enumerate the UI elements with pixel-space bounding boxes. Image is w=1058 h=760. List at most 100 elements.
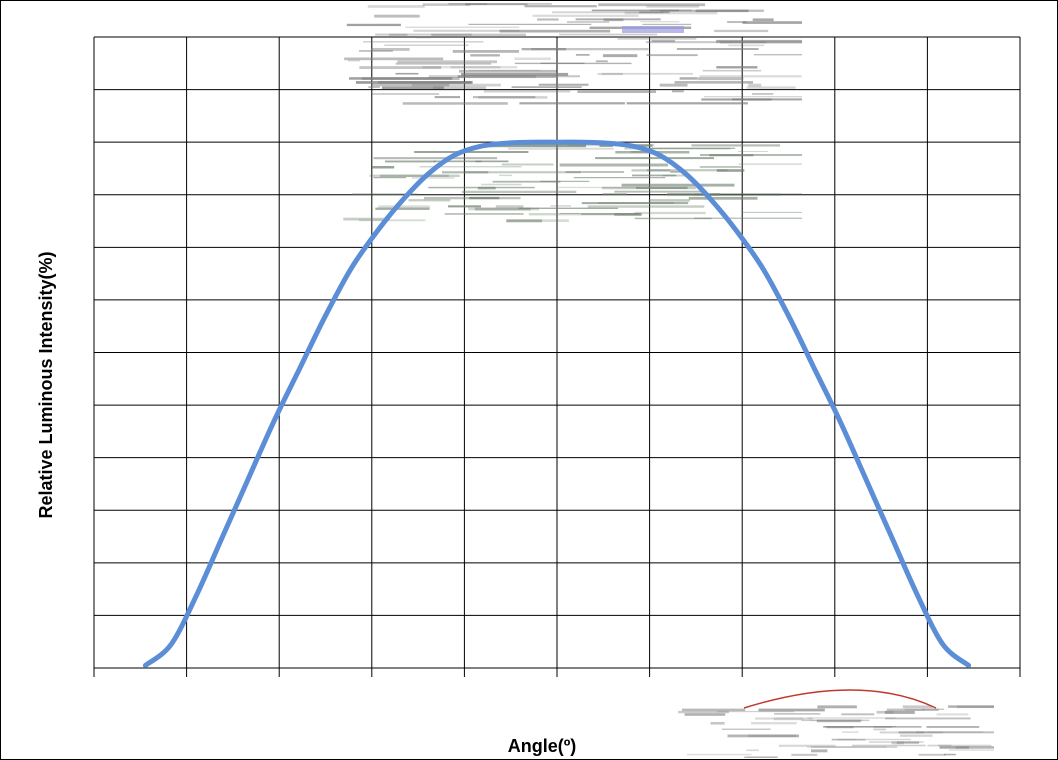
artifact-streak bbox=[645, 41, 767, 44]
artifact-streak bbox=[622, 26, 684, 33]
artifact-streak bbox=[670, 171, 684, 173]
artifact-streak bbox=[742, 21, 802, 24]
artifact-streak bbox=[639, 11, 670, 14]
artifact-streak bbox=[514, 57, 551, 60]
artifact-streak bbox=[687, 753, 752, 756]
artifact-streak bbox=[852, 744, 926, 747]
artifact-streak bbox=[727, 21, 747, 23]
artifact-streak bbox=[636, 186, 688, 189]
artifact-streak bbox=[806, 746, 887, 748]
artifact-streak bbox=[478, 96, 548, 99]
artifact-streak bbox=[642, 23, 692, 26]
artifact-streak bbox=[695, 9, 749, 13]
artifact-streak bbox=[372, 166, 395, 169]
artifact-streak bbox=[601, 72, 693, 75]
artifact-streak bbox=[728, 44, 765, 47]
artifact-streak bbox=[442, 171, 489, 174]
artifact-streak bbox=[559, 213, 581, 214]
artifact-streak bbox=[676, 48, 759, 50]
artifact-streak bbox=[531, 48, 649, 51]
artifact-streak bbox=[936, 713, 969, 716]
artifact-streak bbox=[602, 193, 628, 196]
artifact-streak bbox=[538, 83, 589, 86]
artifact-streak bbox=[492, 180, 561, 183]
artifact-streak bbox=[469, 69, 541, 71]
artifact-streak bbox=[597, 72, 623, 76]
artifact-streak bbox=[922, 708, 945, 710]
artifact-streak bbox=[721, 728, 771, 730]
artifact-streak bbox=[674, 81, 753, 84]
artifact-streak bbox=[634, 217, 712, 220]
artifact-streak bbox=[837, 738, 911, 741]
artifact-streak bbox=[651, 39, 676, 43]
artifact-streak bbox=[448, 205, 481, 208]
artifact-streak bbox=[359, 66, 442, 69]
artifact-streak bbox=[841, 713, 875, 716]
artifact-streak bbox=[702, 69, 762, 72]
artifact-streak bbox=[632, 174, 677, 177]
artifact-streak bbox=[348, 60, 360, 62]
artifact-streak bbox=[415, 36, 431, 39]
artifact-streak bbox=[378, 81, 473, 84]
artifact-streak bbox=[598, 202, 674, 204]
artifact-streak bbox=[873, 726, 922, 728]
artifact-streak bbox=[359, 50, 393, 52]
artifact-streak bbox=[746, 749, 759, 752]
artifact-streak bbox=[552, 11, 664, 14]
artifact-streak bbox=[378, 205, 430, 208]
artifact-streak bbox=[367, 5, 425, 8]
artifact-streak bbox=[916, 731, 994, 734]
artifact-streak bbox=[927, 744, 992, 747]
artifact-streak bbox=[402, 102, 508, 105]
artifact-streak bbox=[891, 741, 904, 745]
artifact-streak bbox=[411, 177, 455, 179]
artifact-streak bbox=[753, 54, 802, 56]
artifact-streak bbox=[714, 29, 769, 33]
artifact-streak bbox=[902, 705, 933, 709]
artifact-streak bbox=[831, 738, 866, 741]
artifact-streak bbox=[691, 144, 781, 147]
artifact-streak bbox=[869, 741, 924, 743]
artifact-streak bbox=[373, 157, 498, 160]
artifact-streak bbox=[575, 18, 661, 21]
artifact-streak bbox=[598, 3, 706, 7]
artifact-streak bbox=[631, 169, 671, 172]
artifact-streak bbox=[499, 174, 512, 177]
artifact-streak bbox=[681, 708, 746, 712]
artifact-streak bbox=[506, 219, 569, 222]
artifact-streak bbox=[747, 756, 777, 758]
artifact-streak bbox=[703, 96, 802, 98]
artifact-streak bbox=[939, 746, 969, 749]
artifact-streak bbox=[884, 710, 915, 714]
artifact-streak bbox=[461, 72, 569, 76]
artifact-streak bbox=[483, 90, 571, 93]
artifact-streak bbox=[411, 83, 501, 87]
artifact-streak bbox=[385, 160, 436, 163]
artifact-streak bbox=[388, 33, 408, 36]
artifact-streak bbox=[397, 60, 497, 64]
artifact-streak bbox=[672, 90, 684, 93]
artifact-streak bbox=[419, 166, 522, 168]
artifact-streak bbox=[481, 183, 522, 186]
artifact-streak bbox=[737, 151, 769, 152]
artifact-streak bbox=[565, 171, 624, 173]
artifact-streak bbox=[774, 713, 821, 715]
artifact-streak bbox=[817, 705, 857, 709]
artifact-streak bbox=[434, 96, 461, 99]
artifact-streak bbox=[885, 717, 971, 720]
artifact-streak bbox=[603, 54, 638, 58]
artifact-streak bbox=[678, 710, 729, 714]
artifact-streak bbox=[540, 180, 590, 182]
artifact-streak bbox=[459, 69, 557, 73]
artifact-streak bbox=[699, 75, 802, 78]
artifact-streak bbox=[457, 75, 556, 78]
artifact-streak bbox=[811, 749, 828, 753]
artifact-streak bbox=[634, 211, 706, 215]
artifact-streak bbox=[898, 731, 925, 734]
artifact-streak bbox=[823, 726, 892, 728]
artifact-streak bbox=[811, 746, 898, 748]
artifact-streak bbox=[617, 36, 697, 40]
artifact-streak bbox=[413, 29, 520, 32]
artifact-streak bbox=[537, 18, 559, 21]
artifact-streak bbox=[791, 753, 818, 756]
